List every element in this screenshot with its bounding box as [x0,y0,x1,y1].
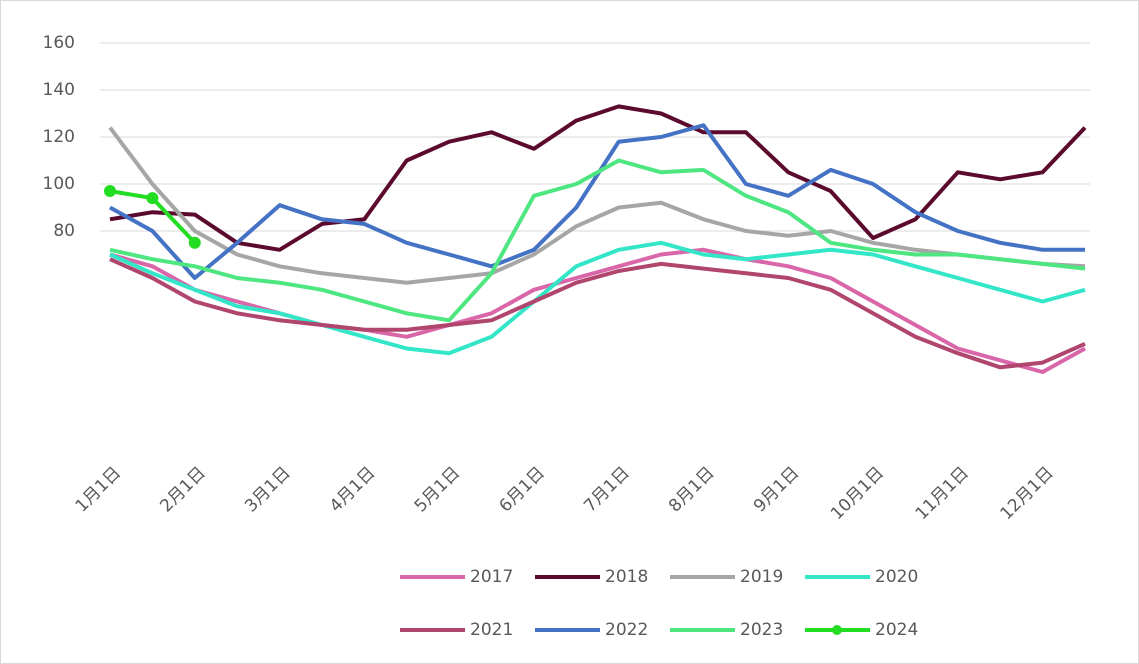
legend-label: 2024 [875,620,918,640]
legend-label: 2022 [605,620,648,640]
series-marker [104,185,116,198]
series-line [109,257,1086,370]
legend-label: 2019 [740,567,783,587]
series-marker [146,192,159,205]
series-line [109,158,1086,323]
legend-label: 2017 [470,567,513,587]
series-line [109,123,1085,280]
legend-label: 2020 [875,567,918,587]
y-tick-label: 80 [53,221,75,241]
legend-label: 2021 [470,620,513,640]
y-tick-label: 160 [43,33,75,53]
series-line [109,240,1086,356]
legend-marker [832,625,842,635]
legend-label: 2018 [605,567,648,587]
series-marker [188,236,201,249]
y-tick-label: 140 [43,80,75,100]
y-tick-label: 120 [43,127,75,147]
legend-label: 2023 [740,620,783,640]
series-line [109,104,1087,252]
series-line [108,126,1086,285]
y-tick-label: 100 [43,174,75,194]
